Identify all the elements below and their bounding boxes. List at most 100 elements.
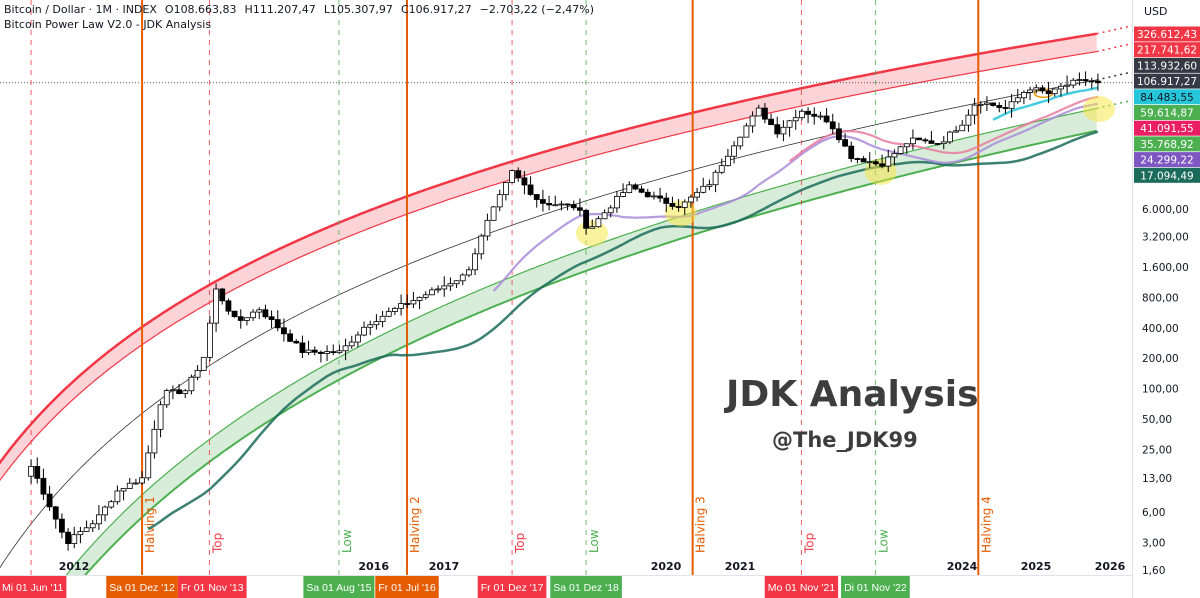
candle <box>219 287 226 305</box>
candle <box>589 219 596 229</box>
symbol-name[interactable]: Bitcoin / Dollar · 1M · INDEX <box>4 3 157 16</box>
candle <box>355 331 361 348</box>
candle <box>1014 88 1021 104</box>
candle <box>416 296 423 310</box>
candle-body-up <box>102 506 108 516</box>
candle-body-up <box>416 296 423 301</box>
candle-body-up <box>626 184 633 193</box>
candle-body-down <box>990 102 996 106</box>
candle-body-up <box>392 307 398 312</box>
candle-body-down <box>829 121 836 130</box>
candle-body-up <box>163 390 170 406</box>
candle <box>718 158 725 175</box>
candle-body-down <box>540 199 546 204</box>
price-badge-label: 41.091,55 <box>1140 123 1193 135</box>
candle <box>688 194 694 208</box>
candle-body-down <box>225 300 232 312</box>
candle <box>40 468 47 501</box>
candle-body-up <box>435 288 441 291</box>
price-tick-label: 400,00 <box>1142 323 1179 335</box>
price-tick-label: 1,60 <box>1142 565 1165 577</box>
candle-body-down <box>873 161 879 165</box>
candle-body-up <box>1033 87 1040 91</box>
candle <box>466 266 472 278</box>
date-badge[interactable]: Mi 01 Jun '11 <box>0 576 67 598</box>
candle <box>842 133 848 147</box>
candle <box>311 346 318 356</box>
candle-body-down <box>570 204 577 209</box>
candle-body-up <box>503 182 509 196</box>
price-badge-label: 217.741,62 <box>1137 45 1197 57</box>
candle <box>706 179 713 191</box>
candle <box>786 119 793 137</box>
candle-body-down <box>823 115 830 123</box>
candle-body-up <box>151 428 158 454</box>
candle-body-up <box>651 195 657 198</box>
candle-body-up <box>77 531 84 536</box>
candle-body-up <box>737 136 744 147</box>
date-badge-bg <box>106 576 178 598</box>
candle-body-down <box>546 203 552 206</box>
candle-body-up <box>441 285 448 290</box>
candle <box>885 149 892 173</box>
candle-body-up <box>250 311 256 319</box>
candle-body-down <box>527 184 534 195</box>
ohlc-high: H111.207,47 <box>244 3 316 16</box>
date-badge[interactable]: Sa 01 Dez '18 <box>550 576 622 598</box>
candle <box>928 131 935 144</box>
candle-body-up <box>749 115 756 127</box>
candle <box>743 122 750 138</box>
candle-body-down <box>65 531 71 544</box>
candle-body-up <box>817 115 824 118</box>
price-badge <box>1134 42 1200 58</box>
date-badge[interactable]: Di 01 Nov '22 <box>841 576 910 598</box>
candle <box>860 156 867 163</box>
candle <box>262 304 269 319</box>
price-badge <box>1134 167 1200 183</box>
time-tick-label: 2012 <box>59 560 90 573</box>
candle <box>521 171 528 195</box>
halving-label: Halving 4 <box>979 496 993 553</box>
date-badge[interactable]: Fr 01 Dez '17 <box>477 576 547 598</box>
candle <box>361 321 367 337</box>
candle-body-up <box>712 171 719 186</box>
symbol-header: Bitcoin / Dollar · 1M · INDEX O108.663,83… <box>4 3 602 16</box>
lower-band-bottom-line <box>84 129 1097 575</box>
date-badge[interactable]: Sa 01 Aug '15 <box>303 576 375 598</box>
candle-body-up <box>688 196 694 203</box>
candle <box>632 183 639 191</box>
date-badge[interactable]: Fr 01 Jul '16 <box>375 576 439 598</box>
candle-body-up <box>595 218 602 228</box>
price-change: −2.703,22 (−2,47%) <box>479 3 595 16</box>
halving-label: Halving 3 <box>694 496 708 553</box>
date-badge[interactable]: Sa 01 Dez '12 <box>106 576 178 598</box>
candle-body-down <box>52 506 59 520</box>
date-badge[interactable]: Mo 01 Nov '21 <box>764 576 839 598</box>
time-tick-label: 2026 <box>1095 560 1126 573</box>
time-tick-label: 2021 <box>725 560 756 573</box>
candle <box>934 143 941 146</box>
indicator-name[interactable]: Bitcoin Power Law V2.0 - JDK Analysis <box>4 18 212 31</box>
candle-body-down <box>287 333 293 342</box>
candle-body-up <box>607 207 614 214</box>
candle <box>207 315 213 362</box>
candle-body-down <box>675 206 682 208</box>
candle-body-up <box>959 124 966 132</box>
candle <box>854 157 861 164</box>
candle-body-up <box>891 153 898 158</box>
candle-body-up <box>755 107 762 117</box>
fair-value-line <box>0 79 1097 569</box>
candle-body-up <box>984 102 990 105</box>
time-tick-label: 2016 <box>358 560 389 573</box>
candle-body-up <box>194 369 201 378</box>
candle <box>102 505 108 522</box>
candle <box>114 485 121 505</box>
candle <box>34 457 41 484</box>
candle <box>873 159 879 166</box>
candle-body-up <box>725 155 731 167</box>
candle <box>996 102 1003 113</box>
price-badge-label: 113.932,60 <box>1137 60 1197 72</box>
candle-body-up <box>114 490 121 503</box>
date-badge[interactable]: Fr 01 Nov '13 <box>177 576 247 598</box>
